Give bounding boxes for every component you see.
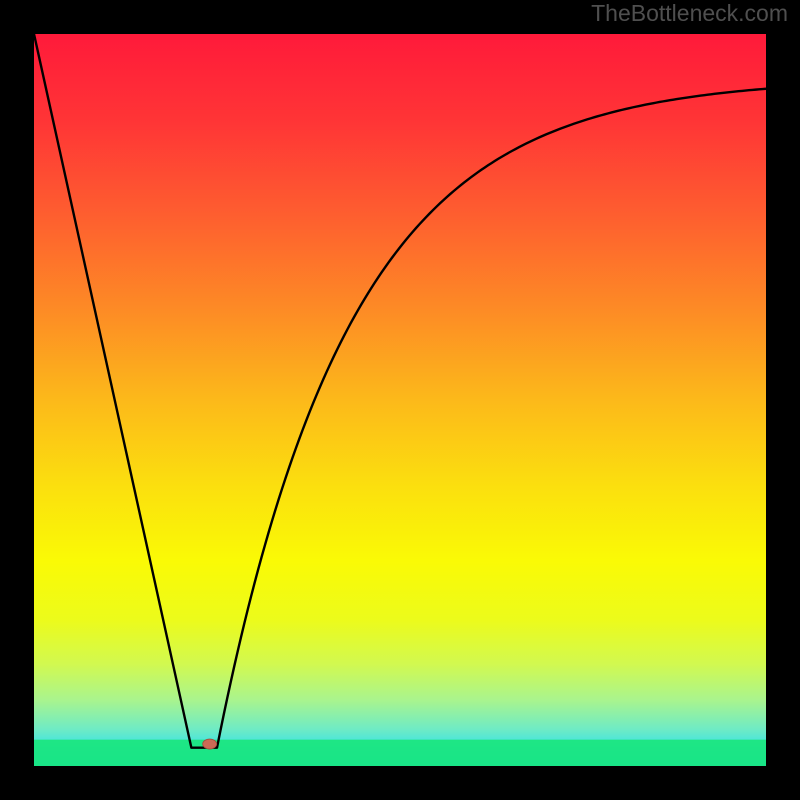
bottom-strip bbox=[34, 740, 766, 766]
plot-area bbox=[34, 34, 766, 766]
minimum-marker bbox=[203, 739, 217, 749]
chart-svg bbox=[0, 0, 800, 800]
watermark-text: TheBottleneck.com bbox=[591, 0, 788, 27]
chart-container: TheBottleneck.com bbox=[0, 0, 800, 800]
